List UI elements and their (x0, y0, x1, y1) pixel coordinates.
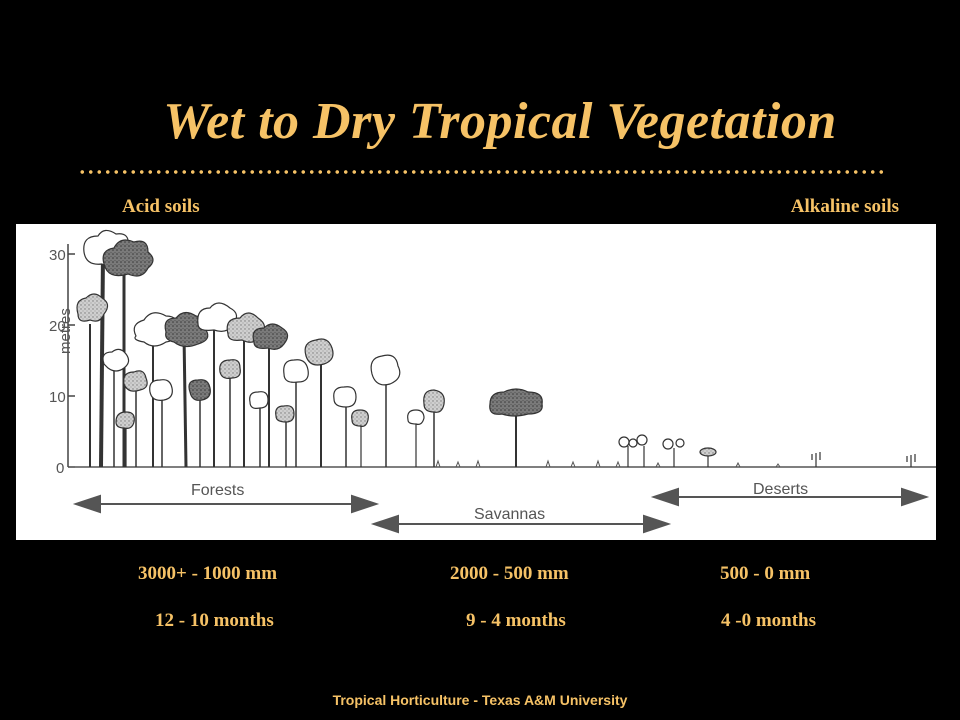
tree (219, 359, 241, 467)
savanna-rainfall: 2000 - 500 mm (450, 563, 569, 584)
savannas-arrow (370, 514, 672, 534)
tree (252, 323, 289, 467)
tree (333, 386, 357, 467)
zone-label-deserts: Deserts (753, 481, 808, 498)
forest-wet-months: 12 - 10 months (155, 610, 274, 631)
forest-rainfall: 3000+ - 1000 mm (138, 563, 278, 584)
tree (197, 302, 238, 467)
tree (407, 409, 425, 467)
alkaline-soils-label: Alkaline soils (790, 196, 899, 217)
tree (123, 370, 148, 467)
savanna-wet-months: 9 - 4 months (466, 610, 566, 631)
tree (102, 348, 130, 467)
footer-credit: Tropical Horticulture - Texas A&M Univer… (332, 692, 628, 708)
y-tick-20: 20 (49, 318, 66, 335)
desert-shrub (906, 454, 916, 467)
tree (283, 359, 309, 467)
zone-label-forests: Forests (191, 482, 244, 499)
savanna-acacia (489, 388, 543, 467)
y-tick-30: 30 (49, 247, 66, 264)
tree (249, 391, 269, 467)
tree (76, 293, 109, 467)
tree (115, 411, 135, 467)
vegetation-diagram: 30 20 10 0 metres (16, 224, 936, 540)
zone-label-savannas: Savannas (474, 506, 545, 523)
tree (423, 389, 445, 467)
y-axis (67, 244, 75, 468)
tree (351, 409, 369, 467)
desert-shrub (811, 452, 821, 467)
desert-rainfall: 500 - 0 mm (720, 563, 811, 584)
dotted-divider (78, 165, 888, 179)
desert-shrub (618, 436, 638, 467)
tree (188, 379, 211, 467)
tree (164, 311, 209, 468)
desert-shrub (662, 438, 685, 467)
tree (304, 338, 334, 467)
desert-wet-months: 4 -0 months (721, 610, 817, 631)
deserts-arrow (650, 487, 930, 507)
desert-shrub (699, 447, 717, 467)
acid-soils-label: Acid soils (122, 196, 200, 217)
forests-arrow (72, 494, 380, 514)
tree (275, 405, 295, 467)
y-axis-label: metres (57, 308, 74, 354)
forest-trees (76, 229, 916, 468)
tree (149, 379, 173, 467)
tree (370, 354, 401, 467)
desert-shrub (636, 434, 648, 467)
grass (435, 459, 781, 468)
slide-title: Wet to Dry Tropical Vegetation (163, 93, 837, 150)
y-tick-0: 0 (56, 460, 64, 477)
y-tick-10: 10 (49, 389, 66, 406)
